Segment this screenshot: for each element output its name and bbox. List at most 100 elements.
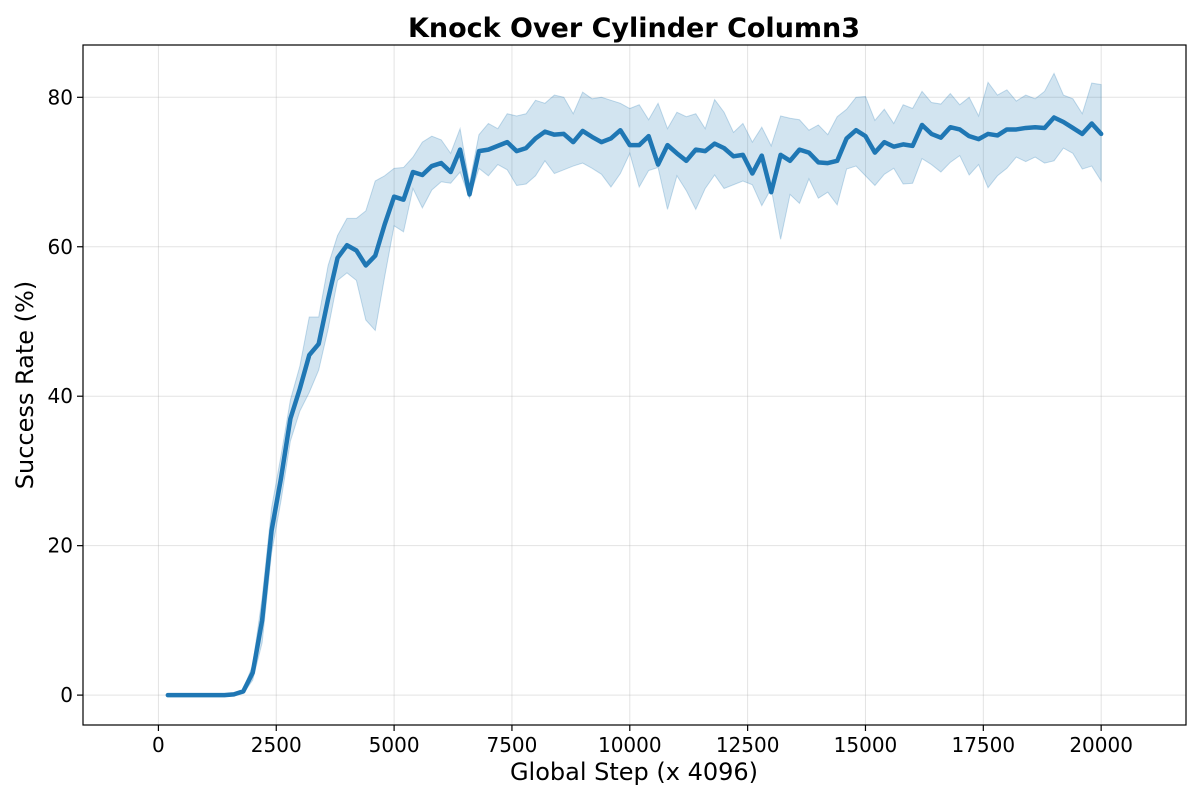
y-axis-label: Success Rate (%): [11, 281, 39, 489]
data-point: [252, 672, 253, 673]
y-tick-label: 60: [48, 235, 73, 259]
y-tick-label: 0: [60, 683, 73, 707]
data-point: [742, 154, 743, 155]
x-tick-label: 15000: [834, 733, 898, 757]
data-point: [186, 695, 187, 696]
data-point: [412, 172, 413, 173]
success-rate-line: [165, 115, 1104, 698]
data-point: [1101, 133, 1102, 134]
data-point: [705, 151, 706, 152]
data-point: [733, 156, 734, 157]
data-point: [450, 172, 451, 173]
data-point: [856, 130, 857, 131]
data-point: [1054, 117, 1055, 118]
data-point: [299, 388, 300, 389]
data-point: [884, 142, 885, 143]
data-point: [903, 144, 904, 145]
data-point: [214, 695, 215, 696]
y-axis-ticks: 0 20 40 60 80: [48, 85, 83, 707]
data-points: [167, 117, 1101, 696]
data-point: [610, 138, 611, 139]
x-axis-label: Global Step (x 4096): [510, 758, 758, 786]
x-tick-label: 0: [152, 733, 165, 757]
grid: [83, 45, 1186, 725]
data-point: [441, 163, 442, 164]
data-point: [874, 152, 875, 153]
data-point: [205, 695, 206, 696]
data-point: [639, 145, 640, 146]
data-point: [384, 224, 385, 225]
data-point: [714, 143, 715, 144]
data-point: [431, 166, 432, 167]
data-point: [488, 149, 489, 150]
data-point: [1082, 133, 1083, 134]
x-tick-label: 12500: [716, 733, 780, 757]
y-tick-label: 80: [48, 85, 73, 109]
data-point: [988, 133, 989, 134]
data-point: [676, 153, 677, 154]
y-tick-label: 20: [48, 534, 73, 558]
data-point: [931, 133, 932, 134]
data-point: [893, 146, 894, 147]
data-point: [1072, 127, 1073, 128]
data-point: [177, 695, 178, 696]
data-point: [262, 620, 263, 621]
data-point: [846, 138, 847, 139]
data-point: [196, 695, 197, 696]
data-point: [526, 148, 527, 149]
data-point: [478, 151, 479, 152]
data-point: [554, 134, 555, 135]
data-point: [1016, 129, 1017, 130]
data-point: [827, 163, 828, 164]
data-point: [790, 160, 791, 161]
data-point: [761, 155, 762, 156]
data-point: [233, 694, 234, 695]
data-point: [544, 131, 545, 132]
data-point: [808, 152, 809, 153]
data-point: [950, 127, 951, 128]
data-point: [365, 265, 366, 266]
data-point: [375, 255, 376, 256]
data-point: [1063, 121, 1064, 122]
confidence-band: [167, 72, 1102, 696]
x-tick-label: 20000: [1069, 733, 1133, 757]
data-point: [959, 129, 960, 130]
data-point: [1044, 127, 1045, 128]
data-point: [1091, 123, 1092, 124]
data-point: [837, 160, 838, 161]
data-point: [563, 133, 564, 134]
data-point: [771, 192, 772, 193]
x-tick-label: 2500: [251, 733, 302, 757]
data-point: [328, 299, 329, 300]
data-point: [573, 142, 574, 143]
data-point: [752, 173, 753, 174]
data-point: [978, 139, 979, 140]
data-point: [686, 160, 687, 161]
data-point: [469, 194, 470, 195]
plot-frame: [82, 44, 1187, 726]
data-point: [507, 142, 508, 143]
data-point: [667, 145, 668, 146]
data-point: [912, 145, 913, 146]
data-point: [582, 130, 583, 131]
data-point: [818, 162, 819, 163]
data-point: [629, 145, 630, 146]
data-point: [516, 151, 517, 152]
data-point: [337, 257, 338, 258]
data-point: [601, 142, 602, 143]
data-point: [940, 137, 941, 138]
x-tick-label: 7500: [486, 733, 537, 757]
data-point: [1025, 127, 1026, 128]
data-point: [922, 124, 923, 125]
data-point: [620, 130, 621, 131]
data-point: [969, 136, 970, 137]
x-axis-ticks: 0 2500 5000 7500 10000 12500 15000 17500 20000: [152, 725, 1133, 757]
data-point: [243, 691, 244, 692]
data-point: [695, 149, 696, 150]
data-point: [356, 250, 357, 251]
data-point: [309, 355, 310, 356]
data-point: [497, 145, 498, 146]
x-tick-label: 5000: [369, 733, 420, 757]
data-point: [1035, 127, 1036, 128]
